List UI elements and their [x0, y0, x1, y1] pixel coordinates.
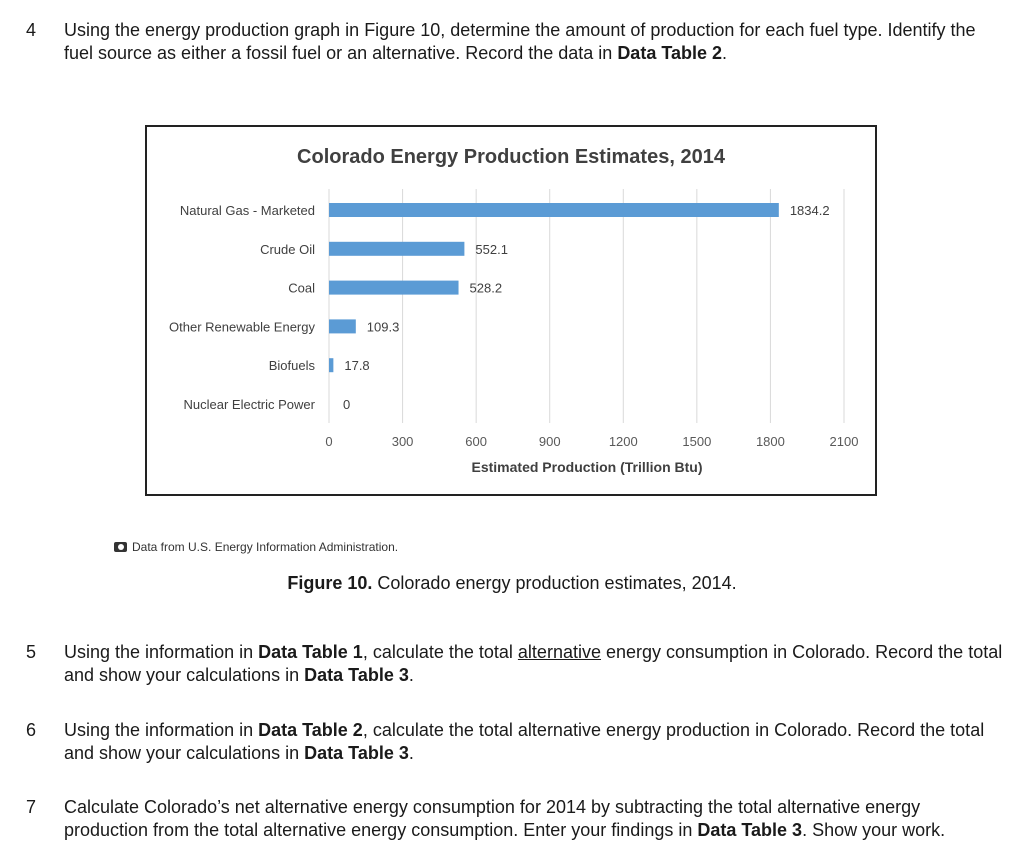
- emphasis-text: Data Table 3: [697, 820, 803, 840]
- category-label: Nuclear Electric Power: [184, 397, 316, 412]
- question-text-segment: .: [722, 43, 728, 63]
- bar-coal: [329, 280, 459, 295]
- question-text-segment: , calculate the total alternative energy…: [64, 720, 985, 763]
- question-text-segment: , calculate the total: [362, 642, 518, 662]
- bar-natural-gas-marketed: [329, 203, 779, 217]
- x-tick-label: 1500: [682, 434, 711, 449]
- data-label: 0: [343, 397, 350, 412]
- x-tick-label: 600: [465, 434, 487, 449]
- question-text-segment: Using the energy production graph in Fig…: [64, 20, 976, 63]
- x-tick-label: 300: [392, 434, 414, 449]
- question-text-segment: Using the information in: [64, 642, 259, 662]
- emphasis-text: Data Table 3: [304, 665, 409, 685]
- figure-credit: Data from U.S. Energy Information Admini…: [114, 540, 398, 554]
- caption-text: Colorado energy production estimates, 20…: [372, 573, 737, 593]
- x-tick-label: 2100: [830, 434, 859, 449]
- question-text-segment: energy consumption in Colorado. Record t…: [64, 642, 1003, 685]
- data-label: 552.1: [475, 242, 508, 257]
- question-text: Using the information in Data Table 2, c…: [64, 719, 1008, 765]
- figure-caption: Figure 10. Colorado energy production es…: [0, 573, 1024, 594]
- x-tick-label: 1800: [756, 434, 785, 449]
- x-axis-label: Estimated Production (Trillion Btu): [472, 459, 703, 475]
- bar-other-renewable-energy: [329, 319, 356, 334]
- question-number: 7: [26, 797, 37, 817]
- category-label: Crude Oil: [260, 242, 315, 257]
- question-text: Using the information in Data Table 1, c…: [64, 641, 1008, 687]
- question-text-segment: .: [408, 743, 414, 763]
- camera-icon: [114, 542, 127, 552]
- category-label: Other Renewable Energy: [169, 319, 315, 334]
- emphasis-text: Data Table 2: [258, 720, 363, 740]
- underlined-text: alternative: [517, 642, 601, 662]
- category-label: Biofuels: [269, 358, 316, 373]
- question-number: 5: [26, 642, 37, 662]
- data-label: 528.2: [470, 281, 503, 296]
- question-text: Calculate Colorado’s net alternative ene…: [64, 796, 1008, 842]
- chart-title: Colorado Energy Production Estimates, 20…: [297, 146, 726, 168]
- x-tick-label: 1200: [609, 434, 638, 449]
- bar-crude-oil: [329, 241, 465, 256]
- credit-text: Data from U.S. Energy Information Admini…: [132, 540, 399, 554]
- question-number: 6: [26, 720, 37, 740]
- data-label: 109.3: [367, 319, 400, 334]
- question-number: 4: [26, 20, 37, 40]
- question-text-segment: . Show your work.: [802, 820, 946, 840]
- data-label: 17.8: [344, 358, 369, 373]
- bar-biofuels: [329, 358, 334, 373]
- emphasis-text: Data Table 1: [258, 642, 363, 662]
- emphasis-text: Data Table 2: [617, 43, 723, 63]
- question-text-segment: Calculate Colorado’s net alternative ene…: [64, 797, 921, 840]
- chart-frame: Colorado Energy Production Estimates, 20…: [145, 125, 877, 496]
- emphasis-text: Data Table 3: [304, 743, 409, 763]
- question-text-segment: .: [408, 665, 414, 685]
- question-text-segment: Using the information in: [64, 720, 259, 740]
- x-tick-label: 900: [539, 434, 561, 449]
- x-tick-label: 0: [325, 434, 332, 449]
- category-label: Natural Gas - Marketed: [180, 203, 315, 218]
- bar-chart: Colorado Energy Production Estimates, 20…: [169, 146, 859, 475]
- caption-label: Figure 10.: [287, 573, 373, 593]
- question-text: Using the energy production graph in Fig…: [64, 19, 1008, 65]
- data-label: 1834.2: [790, 203, 830, 218]
- category-label: Coal: [288, 281, 315, 296]
